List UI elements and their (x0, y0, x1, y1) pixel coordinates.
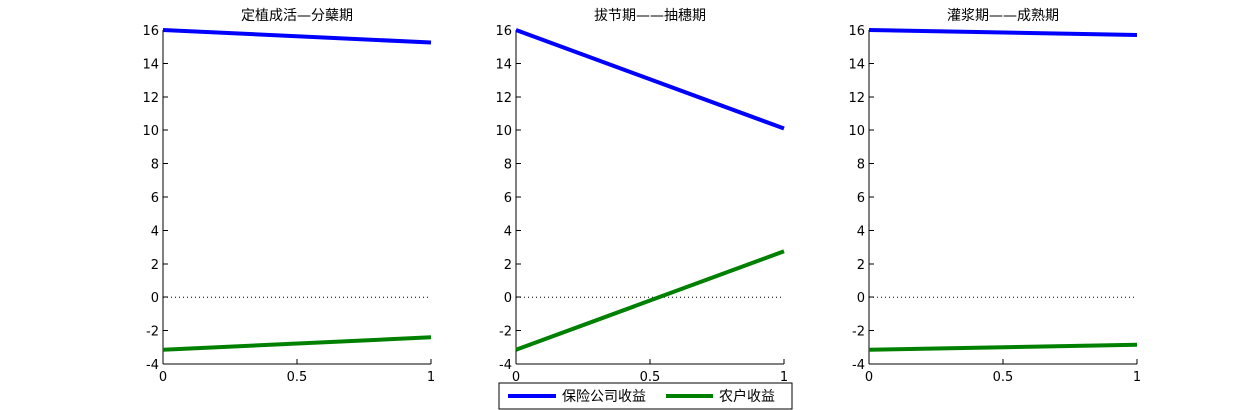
y-tick-label: 12 (495, 91, 512, 106)
y-tick-label: 4 (504, 224, 512, 239)
series-line-farmer (868, 342, 1138, 352)
y-tick-label: 0 (504, 291, 512, 306)
y-tick-label: -2 (499, 325, 512, 340)
y-tick-label: 8 (151, 158, 159, 173)
y-tick-label: 2 (151, 258, 159, 273)
x-tick-label: 0.5 (287, 370, 308, 385)
y-tick-label: 0 (151, 291, 159, 306)
y-tick-label: -4 (852, 358, 865, 373)
y-tick-label: 10 (495, 124, 512, 139)
series-line-farmer (515, 249, 785, 352)
x-tick-label: 1 (1133, 370, 1141, 385)
x-tick-label: 0 (159, 370, 167, 385)
y-tick-label: 14 (142, 57, 159, 72)
y-tick-label: 12 (848, 91, 865, 106)
y-tick-label: 10 (142, 124, 159, 139)
y-tick-label: 2 (857, 258, 865, 273)
y-tick-label: 4 (151, 224, 159, 239)
y-tick-label: 14 (495, 57, 512, 72)
y-tick-label: 16 (495, 24, 512, 39)
series-line-insurer (515, 28, 785, 131)
series-line-farmer (162, 335, 432, 352)
x-tick-label: 0 (865, 370, 873, 385)
chart-panel-3: 灌浆期——成熟期 -4 -2 0 2 4 6 8 10 12 14 16 0 0.5 1 (848, 8, 1141, 385)
y-tick-label: 6 (151, 191, 159, 206)
y-tick-label: 12 (142, 91, 159, 106)
chart-panel-1: 定植成活—分蘖期 -4 -2 0 2 4 6 8 10 12 14 16 0 0.5 1 (142, 8, 435, 385)
legend-label: 保险公司收益 (562, 389, 646, 405)
y-tick-label: 8 (857, 158, 865, 173)
x-tick-label: 0 (512, 370, 520, 385)
y-tick-label: 0 (857, 291, 865, 306)
x-tick-label: 1 (427, 370, 435, 385)
y-tick-label: 8 (504, 158, 512, 173)
y-tick-label: 6 (504, 191, 512, 206)
legend-label: 农户收益 (719, 388, 775, 405)
chart-title: 灌浆期——成熟期 (947, 8, 1059, 24)
y-tick-label: -4 (499, 358, 512, 373)
legend: 保险公司收益 农户收益 (498, 382, 793, 410)
chart-title: 定植成活—分蘖期 (241, 8, 353, 24)
x-tick-label: 0.5 (640, 370, 661, 385)
y-tick-label: -2 (146, 325, 159, 340)
chart-panel-2: 拔节期——抽穗期 -4 -2 0 2 4 6 8 10 12 14 16 0 0.5 1 (495, 8, 788, 385)
y-tick-label: -4 (146, 358, 159, 373)
y-tick-label: 4 (857, 224, 865, 239)
x-tick-label: 0.5 (993, 370, 1014, 385)
y-tick-label: 6 (857, 191, 865, 206)
y-tick-label: 14 (848, 57, 865, 72)
y-tick-label: 16 (142, 24, 159, 39)
y-tick-label: 16 (848, 24, 865, 39)
series-line-insurer (162, 28, 432, 45)
x-tick-label: 1 (780, 370, 788, 385)
y-tick-label: -2 (852, 325, 865, 340)
chart-title: 拔节期——抽穗期 (594, 8, 706, 24)
series-line-insurer (868, 28, 1138, 38)
y-tick-label: 2 (504, 258, 512, 273)
y-tick-label: 10 (848, 124, 865, 139)
